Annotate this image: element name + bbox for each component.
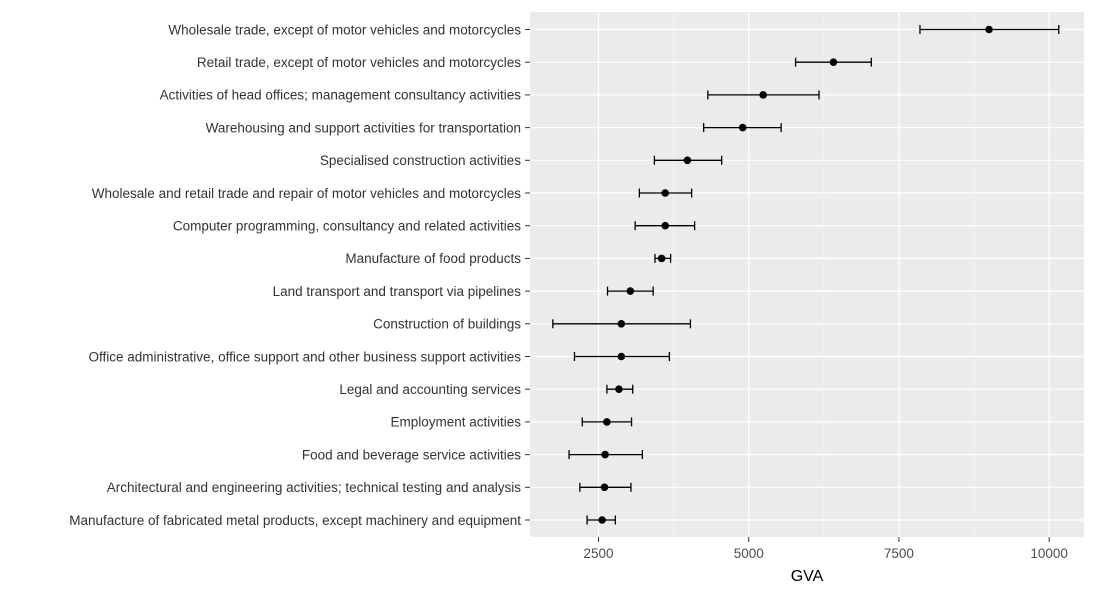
category-label: Specialised construction activities (320, 153, 521, 168)
data-point (601, 450, 609, 459)
category-label: Activities of head offices; management c… (160, 88, 522, 103)
category-label: Retail trade, except of motor vehicles a… (197, 55, 521, 70)
data-points (598, 25, 993, 524)
category-label: Legal and accounting services (339, 382, 521, 397)
data-point (600, 483, 609, 492)
plot-panel (530, 12, 1084, 537)
data-point (829, 58, 838, 66)
category-label: Office administrative, office support an… (89, 349, 522, 364)
data-point (985, 25, 993, 34)
data-point (759, 91, 767, 99)
x-tick-label: 2500 (583, 546, 613, 561)
category-labels: Wholesale trade, except of motor vehicle… (69, 22, 530, 528)
data-point (598, 516, 606, 524)
data-point (661, 189, 669, 197)
x-tick-label: 5000 (734, 546, 764, 561)
category-label: Food and beverage service activities (302, 447, 521, 462)
x-tick-label: 10000 (1030, 546, 1068, 561)
data-point (657, 254, 666, 263)
category-label: Wholesale trade, except of motor vehicle… (168, 22, 521, 37)
data-point (683, 156, 692, 165)
category-label: Manufacture of fabricated metal products… (69, 513, 521, 528)
category-label: Warehousing and support activities for t… (206, 120, 521, 135)
category-label: Land transport and transport via pipelin… (273, 284, 522, 299)
category-label: Computer programming, consultancy and re… (173, 219, 521, 234)
data-point (617, 320, 626, 328)
data-point (603, 418, 611, 426)
category-label: Architectural and engineering activities… (107, 480, 521, 495)
category-label: Employment activities (390, 415, 521, 430)
data-point (738, 123, 747, 132)
data-point (661, 221, 669, 230)
data-point (617, 352, 626, 361)
category-label: Manufacture of food products (345, 251, 521, 266)
category-label: Construction of buildings (373, 317, 521, 332)
x-tick-label: 7500 (884, 546, 914, 561)
category-label: Wholesale and retail trade and repair of… (92, 186, 521, 201)
x-axis-ticks: 2500 5000 7500 10000 (583, 537, 1068, 561)
grid-lines (530, 12, 1084, 537)
data-point (615, 385, 623, 394)
x-axis-title: GVA (791, 568, 824, 585)
data-point (626, 287, 635, 295)
